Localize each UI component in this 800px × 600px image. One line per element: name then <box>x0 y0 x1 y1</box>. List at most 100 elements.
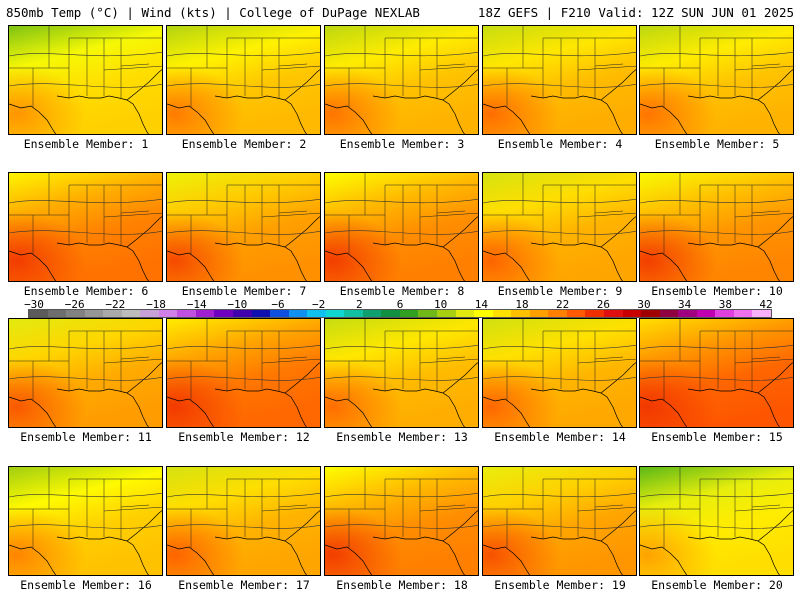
colorbar-swatch <box>622 310 642 317</box>
colorbar-swatch <box>585 310 604 317</box>
colorbar-tick-label: 14 <box>474 298 488 311</box>
colorbar-swatch <box>474 310 493 317</box>
member-map-svg <box>325 26 478 134</box>
colorbar-swatch <box>233 310 252 317</box>
member-label: Ensemble Member: 13 <box>336 430 468 444</box>
member-map-svg <box>640 173 793 281</box>
colorbar-swatch <box>752 310 771 317</box>
member-map-panel <box>8 466 163 576</box>
colorbar-tick-label: 30 <box>637 298 651 311</box>
member-map-svg <box>9 173 162 281</box>
colorbar-tick-label: 18 <box>515 298 529 311</box>
colorbar-tick-label: −18 <box>146 298 166 311</box>
member-map-svg <box>167 173 320 281</box>
colorbar-tick-label: −14 <box>186 298 207 311</box>
colorbar-tick-label: 10 <box>434 298 448 311</box>
colorbar-swatch <box>678 310 697 317</box>
colorbar-tick-label: 26 <box>596 298 610 311</box>
temperature-colorbar: −30 −26 −22 −18 −14 −10 −6 −2 2 6 10 14 18 22 26 30 34 38… <box>8 298 792 320</box>
header-title: 850mb Temp (°C) | Wind (kts) | College o… <box>6 5 420 20</box>
member-label: Ensemble Member: 8 <box>339 284 465 298</box>
member-map-svg <box>325 173 478 281</box>
member-map-panel <box>482 466 637 576</box>
colorbar-swatch <box>566 310 586 317</box>
member-map-panel <box>8 172 163 282</box>
member-map-panel <box>324 25 479 135</box>
member-label: Ensemble Member: 18 <box>336 578 468 592</box>
member-map-panel <box>482 318 637 428</box>
member-label: Ensemble Member: 11 <box>20 430 152 444</box>
colorbar-tick-label: 6 <box>396 298 404 311</box>
colorbar-swatch <box>140 310 159 317</box>
colorbar-tick-label: 2 <box>356 298 363 311</box>
colorbar-swatch <box>696 310 716 317</box>
member-label: Ensemble Member: 3 <box>339 137 465 151</box>
colorbar-swatch <box>603 310 623 317</box>
member-label: Ensemble Member: 10 <box>651 284 783 298</box>
colorbar-tick-label: 38 <box>718 298 732 311</box>
member-map-panel <box>166 466 321 576</box>
colorbar-tick-label: 34 <box>678 298 692 311</box>
member-map-panel <box>639 466 794 576</box>
member-label: Ensemble Member: 4 <box>497 137 623 151</box>
member-map-svg <box>483 319 636 427</box>
member-map-svg <box>325 467 478 575</box>
member-map-panel <box>639 172 794 282</box>
colorbar-swatch <box>362 310 382 317</box>
colorbar-swatch <box>47 310 67 317</box>
colorbar-tick-label: −30 <box>24 298 44 311</box>
member-map-panel <box>324 172 479 282</box>
colorbar-swatch <box>84 310 104 317</box>
colorbar-tick-label: 22 <box>556 298 570 311</box>
member-map-panel <box>166 25 321 135</box>
colorbar-swatch <box>29 310 48 317</box>
colorbar-swatch <box>659 310 679 317</box>
member-map-svg <box>9 26 162 134</box>
member-map-panel <box>8 25 163 135</box>
colorbar-swatch <box>270 310 289 317</box>
member-label: Ensemble Member: 5 <box>654 137 780 151</box>
colorbar-tick-label: −26 <box>64 298 85 311</box>
member-label: Ensemble Member: 16 <box>20 578 152 592</box>
member-map-svg <box>9 467 162 575</box>
member-map-svg <box>167 319 320 427</box>
colorbar-swatch <box>66 310 85 317</box>
colorbar-swatch <box>251 310 271 317</box>
member-map-panel <box>324 318 479 428</box>
colorbar-swatch <box>307 310 326 317</box>
member-label: Ensemble Member: 12 <box>178 430 310 444</box>
colorbar-swatch <box>325 310 345 317</box>
member-map-panel <box>324 466 479 576</box>
member-label: Ensemble Member: 20 <box>651 578 783 592</box>
member-map-svg <box>167 467 320 575</box>
colorbar-swatch <box>529 310 549 317</box>
member-map-svg <box>483 467 636 575</box>
member-map-svg <box>640 467 793 575</box>
member-map-svg <box>640 319 793 427</box>
member-label: Ensemble Member: 19 <box>494 578 626 592</box>
colorbar-swatch <box>195 310 215 317</box>
colorbar-swatch <box>381 310 400 317</box>
colorbar-tick-label: 42 <box>759 298 773 311</box>
colorbar-swatch <box>455 310 475 317</box>
member-map-panel <box>166 318 321 428</box>
colorbar-swatch <box>511 310 530 317</box>
header-valid-time: 18Z GEFS | F210 Valid: 12Z SUN JUN 01 20… <box>477 5 794 20</box>
member-map-svg <box>167 26 320 134</box>
colorbar-swatch <box>437 310 456 317</box>
member-map-svg <box>9 319 162 427</box>
member-map-panel <box>8 318 163 428</box>
colorbar-tick-label: −22 <box>105 298 126 311</box>
member-map-svg <box>325 319 478 427</box>
colorbar-swatch <box>344 310 363 317</box>
member-map-panel <box>482 172 637 282</box>
colorbar-tick-label: −2 <box>312 298 326 311</box>
member-map-svg <box>640 26 793 134</box>
colorbar-swatch <box>733 310 753 317</box>
colorbar-swatch <box>103 310 122 317</box>
member-map-panel <box>482 25 637 135</box>
colorbar-swatch <box>548 310 567 317</box>
colorbar-swatch <box>177 310 196 317</box>
member-map-svg <box>483 26 636 134</box>
member-map-panel <box>639 25 794 135</box>
